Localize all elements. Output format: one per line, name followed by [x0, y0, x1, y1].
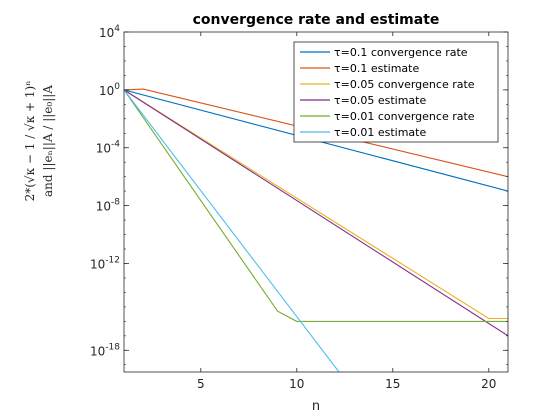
legend-label-3: τ=0.05 convergence rate — [334, 78, 475, 91]
legend-label-6: τ=0.01 estimate — [334, 126, 426, 139]
legend: τ=0.1 convergence rate τ=0.1 estimate τ=0.… — [294, 42, 498, 142]
x-tick-label: 15 — [385, 377, 400, 391]
legend-label-2: τ=0.1 estimate — [334, 62, 419, 75]
x-tick-label: 10 — [289, 377, 304, 391]
legend-label-1: τ=0.1 convergence rate — [334, 46, 468, 59]
y-tick-label: 10-4 — [96, 140, 121, 156]
y-tick-label: 10-12 — [90, 255, 120, 271]
legend-label-5: τ=0.01 convergence rate — [334, 110, 475, 123]
x-tick-label: 5 — [197, 377, 205, 391]
y-tick-label: 100 — [99, 82, 120, 98]
y-axis-label: 2*(√κ − 1 / √κ + 1)ⁿ and ||eₙ||A / ||e₀|… — [23, 81, 55, 202]
chart-title: convergence rate and estimate — [193, 12, 440, 28]
y-axis-label-line-2: and ||eₙ||A / ||e₀||A — [41, 85, 55, 197]
legend-label-4: τ=0.05 estimate — [334, 94, 426, 107]
y-tick-label: 104 — [99, 24, 120, 40]
y-axis-label-line-1: 2*(√κ − 1 / √κ + 1)ⁿ — [23, 81, 37, 202]
y-tick-label: 10-8 — [96, 198, 121, 214]
y-tick-label: 10-18 — [90, 342, 120, 358]
x-axis-label: n — [312, 399, 320, 414]
x-tick-label: 20 — [481, 377, 496, 391]
